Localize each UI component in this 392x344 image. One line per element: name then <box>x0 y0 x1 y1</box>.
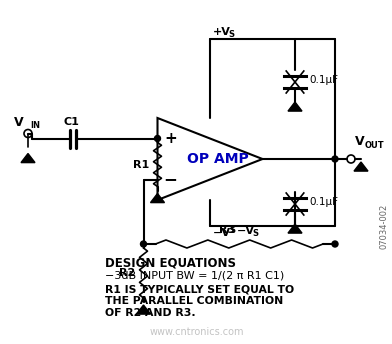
Text: V: V <box>15 116 24 129</box>
Polygon shape <box>288 224 302 233</box>
Text: IN: IN <box>30 121 40 130</box>
Text: V: V <box>355 135 365 148</box>
Text: R1 IS TYPICALLY SET EQUAL TO: R1 IS TYPICALLY SET EQUAL TO <box>105 284 294 294</box>
Circle shape <box>140 241 147 247</box>
Text: R3: R3 <box>219 225 235 235</box>
Text: −3dB INPUT BW = 1/(2 π R1 C1): −3dB INPUT BW = 1/(2 π R1 C1) <box>105 270 284 280</box>
Text: 07034-002: 07034-002 <box>380 204 389 249</box>
Text: R2: R2 <box>119 268 136 278</box>
Text: OUT: OUT <box>365 141 385 150</box>
Text: −V: −V <box>237 226 255 236</box>
Circle shape <box>154 136 160 141</box>
Text: OF R2 AND R3.: OF R2 AND R3. <box>105 308 196 318</box>
Text: THE PARALLEL COMBINATION: THE PARALLEL COMBINATION <box>105 296 283 306</box>
Text: 0.1μF: 0.1μF <box>309 75 338 85</box>
Text: OP AMP: OP AMP <box>187 152 249 166</box>
Text: −: − <box>163 171 178 189</box>
Text: www.cntronics.com: www.cntronics.com <box>150 327 245 337</box>
Text: +: + <box>164 131 177 146</box>
Text: S: S <box>228 30 234 39</box>
Text: −V: −V <box>213 228 231 238</box>
Polygon shape <box>21 153 35 163</box>
Polygon shape <box>354 162 368 171</box>
Text: DESIGN EQUATIONS: DESIGN EQUATIONS <box>105 256 236 269</box>
Circle shape <box>332 241 338 247</box>
Text: S: S <box>252 229 258 238</box>
Polygon shape <box>136 305 151 314</box>
Text: C1: C1 <box>63 117 79 127</box>
Polygon shape <box>151 194 165 203</box>
Text: S: S <box>229 226 235 235</box>
Polygon shape <box>288 102 302 111</box>
Text: R1: R1 <box>133 160 149 170</box>
Circle shape <box>332 156 338 162</box>
Text: 0.1μF: 0.1μF <box>309 197 338 207</box>
Text: +V: +V <box>213 27 231 37</box>
